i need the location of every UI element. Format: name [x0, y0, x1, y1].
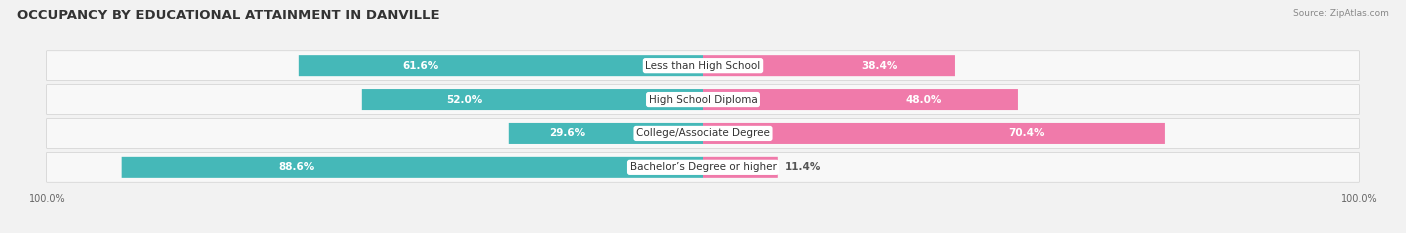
FancyBboxPatch shape — [46, 152, 1360, 182]
FancyBboxPatch shape — [703, 157, 778, 178]
Text: 61.6%: 61.6% — [402, 61, 439, 71]
Text: 11.4%: 11.4% — [785, 162, 821, 172]
Text: Bachelor’s Degree or higher: Bachelor’s Degree or higher — [630, 162, 776, 172]
Text: High School Diploma: High School Diploma — [648, 95, 758, 105]
Text: Source: ZipAtlas.com: Source: ZipAtlas.com — [1294, 9, 1389, 18]
Text: Less than High School: Less than High School — [645, 61, 761, 71]
Text: 52.0%: 52.0% — [446, 95, 482, 105]
FancyBboxPatch shape — [299, 55, 703, 76]
Text: 88.6%: 88.6% — [278, 162, 314, 172]
FancyBboxPatch shape — [46, 85, 1360, 114]
Text: College/Associate Degree: College/Associate Degree — [636, 128, 770, 138]
Text: 48.0%: 48.0% — [905, 95, 942, 105]
FancyBboxPatch shape — [46, 51, 1360, 81]
FancyBboxPatch shape — [46, 119, 1360, 148]
FancyBboxPatch shape — [703, 123, 1166, 144]
FancyBboxPatch shape — [361, 89, 703, 110]
Text: 70.4%: 70.4% — [1008, 128, 1045, 138]
FancyBboxPatch shape — [703, 89, 1018, 110]
Text: 29.6%: 29.6% — [548, 128, 585, 138]
FancyBboxPatch shape — [509, 123, 703, 144]
Text: 38.4%: 38.4% — [862, 61, 897, 71]
Text: OCCUPANCY BY EDUCATIONAL ATTAINMENT IN DANVILLE: OCCUPANCY BY EDUCATIONAL ATTAINMENT IN D… — [17, 9, 440, 22]
FancyBboxPatch shape — [122, 157, 703, 178]
FancyBboxPatch shape — [703, 55, 955, 76]
